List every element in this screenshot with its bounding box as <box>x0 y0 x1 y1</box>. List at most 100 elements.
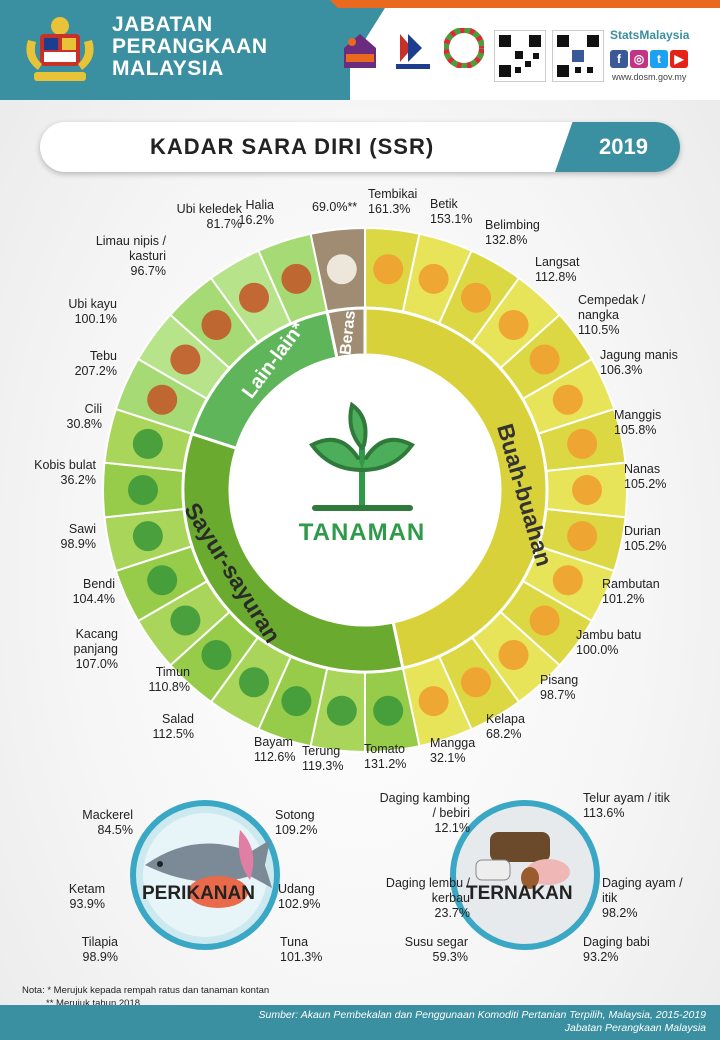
twitter-icon[interactable]: t <box>650 50 668 68</box>
crop-name: Rambutan <box>602 577 660 591</box>
item-name: Daging ayam / itik <box>602 876 683 905</box>
crop-value: 107.0% <box>75 657 118 671</box>
crop-name: Jambu batu <box>576 628 642 642</box>
crop-value: 68.2% <box>486 727 522 741</box>
perikanan-item: Udang 102.9% <box>278 882 320 912</box>
stats-malaysia-brand: StatsMalaysia <box>610 28 690 42</box>
mangosteen-icon <box>567 428 598 459</box>
crop-label-spinach: Bayam 112.6% <box>254 735 295 765</box>
qr-code-2[interactable] <box>552 30 604 82</box>
crop-value: 105.8% <box>614 423 657 437</box>
eggplant-icon <box>326 695 357 726</box>
page-title: KADAR SARA DIRI (SSR) <box>150 134 435 159</box>
starfruit-icon <box>461 282 491 313</box>
crop-name: Durian <box>624 524 661 538</box>
crop-name: Mangga <box>430 736 476 750</box>
instagram-icon[interactable]: ◎ <box>630 50 648 68</box>
crop-label-sugarcane: Tebu 207.2% <box>75 349 117 379</box>
crop-name: Kelapa <box>486 712 525 726</box>
cassava-icon <box>170 344 201 375</box>
crop-name: Bendi <box>83 577 115 591</box>
durian-icon <box>567 521 598 552</box>
year-badge: 2019 <box>555 122 680 172</box>
rice-icon <box>326 254 357 285</box>
crop-label-starfruit: Belimbing 132.8% <box>485 218 540 248</box>
crop-name: Bayam <box>254 735 293 749</box>
footnote-1: Nota: * Merujuk kepada rempah ratus dan … <box>22 985 270 996</box>
center-label: TANAMAN <box>299 519 426 546</box>
sdg-wheel-logo <box>444 28 484 68</box>
ternakan-item: Susu segar 59.3% <box>405 935 468 965</box>
crop-value: 104.4% <box>72 592 115 606</box>
crop-value: 112.5% <box>152 727 194 741</box>
mustard-greens-icon <box>132 521 163 552</box>
jackfruit-icon <box>529 344 560 375</box>
crop-value: 16.2% <box>238 213 274 227</box>
goat-icon <box>475 859 511 881</box>
facebook-icon[interactable]: f <box>610 50 628 68</box>
cabbage-icon <box>128 475 158 505</box>
crop-name: Betik <box>430 197 458 211</box>
crop-value: 96.7% <box>130 264 166 278</box>
crop-value: 161.3% <box>368 202 411 216</box>
header-accent-stripe <box>330 0 720 8</box>
coat-of-arms-logo <box>26 17 94 81</box>
ternakan-graphic <box>450 800 600 950</box>
source-text: Sumber: Akaun Pembekalan dan Penggunaan … <box>258 1009 706 1035</box>
item-name: Sotong <box>275 808 315 822</box>
crop-name: Cili <box>84 402 102 416</box>
item-name: Tuna <box>280 935 309 949</box>
item-value: 84.5% <box>97 823 133 837</box>
crop-label-long-bean: Kacang panjang 107.0% <box>38 627 119 672</box>
ternakan-title: TERNAKAN <box>466 883 573 904</box>
langsat-icon <box>498 310 529 341</box>
cucumber-icon <box>201 639 232 670</box>
item-name: Susu segar <box>404 935 468 949</box>
crab-icon <box>188 876 248 908</box>
crop-label-ginger: Halia 16.2% <box>239 198 274 228</box>
ternakan-item: Daging babi 93.2% <box>583 935 650 965</box>
year-label: 2019 <box>599 134 648 159</box>
crop-label-mangosteen: Manggis 105.8% <box>614 408 661 438</box>
crop-label-sweet-potato: Ubi keledek 81.7% <box>162 202 242 232</box>
crop-value: 69.0%** <box>312 200 358 214</box>
youtube-icon[interactable]: ▶ <box>670 50 688 68</box>
sweet-potato-icon <box>239 282 269 313</box>
squid-icon <box>238 830 254 880</box>
chicken-icon <box>521 867 539 889</box>
crop-label-papaya: Betik 153.1% <box>430 197 472 227</box>
coconut-icon <box>461 667 491 698</box>
crop-value: 110.8% <box>148 680 190 694</box>
long-bean-icon <box>170 605 201 636</box>
okra-icon <box>147 565 178 596</box>
agency-name: JABATAN PERANGKAAN MALAYSIA <box>112 14 268 80</box>
crop-name: Halia <box>245 198 275 212</box>
website-url[interactable]: www.dosm.gov.my <box>612 72 687 82</box>
crop-name: Jagung manis <box>600 348 678 362</box>
corn-icon <box>552 384 583 415</box>
perikanan-graphic <box>130 800 280 950</box>
crop-label-jackfruit: Cempedak / nangka 110.5% <box>578 293 658 338</box>
crop-label-lettuce: Salad 112.5% <box>153 712 194 742</box>
agency-name-line-2: PERANGKAAN <box>112 35 268 58</box>
crop-value: 100.0% <box>576 643 619 657</box>
item-value: 98.2% <box>602 906 638 920</box>
crop-name: Manggis <box>614 408 662 422</box>
crop-value: 36.2% <box>60 473 96 487</box>
item-name: Daging babi <box>583 935 650 949</box>
crop-value: 98.9% <box>60 537 96 551</box>
footer-bar <box>0 1005 720 1040</box>
crop-label-cassava: Ubi kayu 100.1% <box>68 297 117 327</box>
crop-name: Nanas <box>624 462 661 476</box>
item-value: 93.2% <box>583 950 619 964</box>
perikanan-item: Tuna 101.3% <box>280 935 322 965</box>
papaya-icon <box>418 263 449 294</box>
item-name: Mackerel <box>82 808 133 822</box>
crop-name: Ubi keledek <box>176 202 242 216</box>
item-name: Daging lembu / kerbau <box>385 876 470 905</box>
crop-name: Sawi <box>68 522 96 536</box>
qr-code-1[interactable] <box>494 30 546 82</box>
item-value: 102.9% <box>278 897 321 911</box>
item-value: 12.1% <box>434 821 470 835</box>
